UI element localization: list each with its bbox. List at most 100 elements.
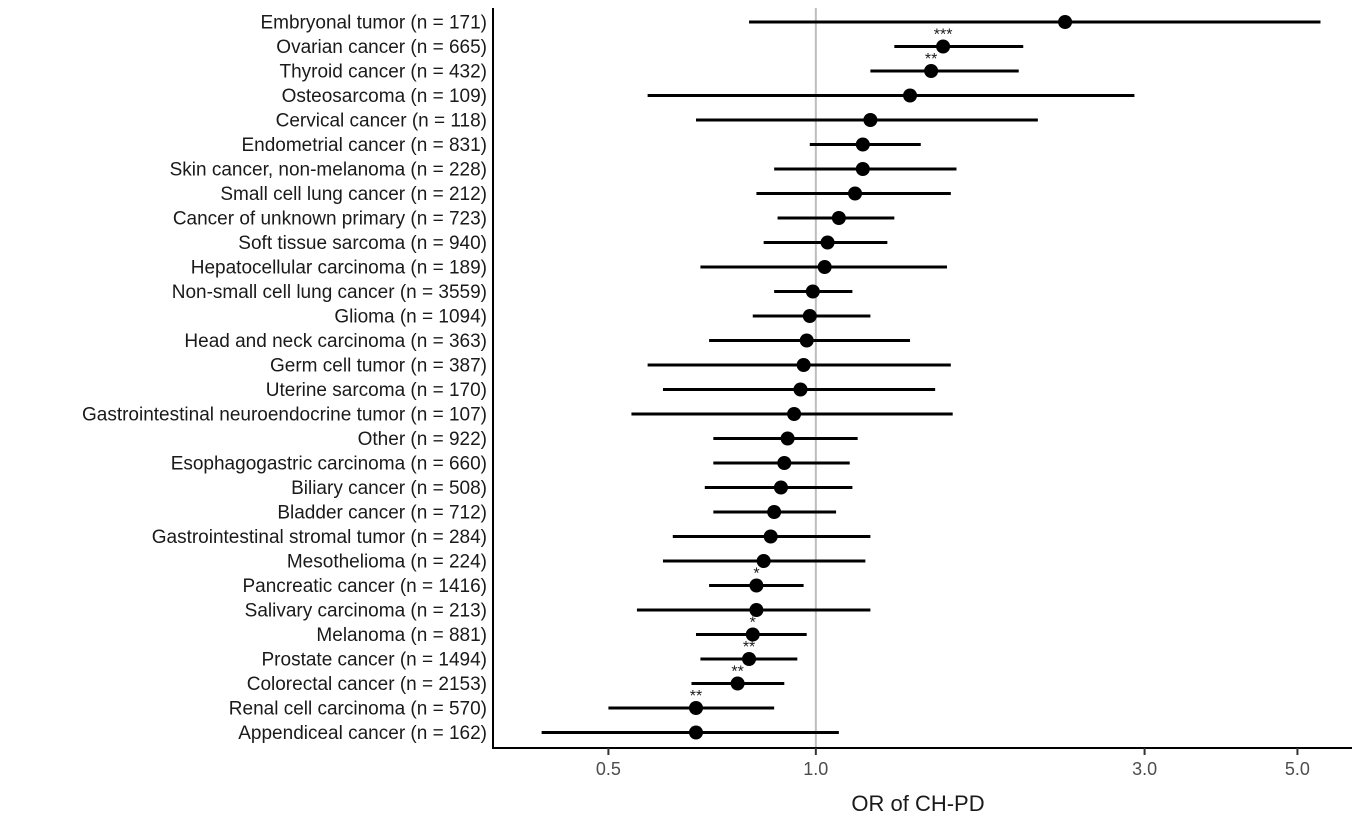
- odds-ratio-point: [817, 260, 832, 274]
- forest-row: Uterine sarcoma (n = 170): [266, 380, 936, 401]
- row-label: Hepatocellular carcinoma (n = 189): [191, 258, 487, 279]
- forest-row: Renal cell carcinoma (n = 570) **: [229, 688, 775, 720]
- odds-ratio-point: [730, 676, 745, 691]
- row-label: Salivary carcinoma (n = 213): [245, 601, 487, 622]
- forest-row: Hepatocellular carcinoma (n = 189): [191, 258, 947, 279]
- odds-ratio-point: [802, 309, 817, 323]
- forest-row: Gastrointestinal neuroendocrine tumor (n…: [82, 405, 953, 426]
- row-label: Renal cell carcinoma (n = 570): [229, 699, 487, 720]
- row-label: Skin cancer, non-melanoma (n = 228): [170, 160, 487, 181]
- odds-ratio-point: [763, 529, 778, 544]
- significance-label: **: [743, 639, 755, 656]
- row-label: Bladder cancer (n = 712): [277, 503, 487, 524]
- forest-row: Gastrointestinal stromal tumor (n = 284): [152, 527, 871, 548]
- odds-ratio-point: [749, 603, 764, 617]
- forest-row: Glioma (n = 1094): [334, 307, 871, 328]
- row-label: Biliary cancer (n = 508): [291, 478, 487, 499]
- row-label: Non-small cell lung cancer (n = 3559): [172, 282, 487, 303]
- significance-label: **: [925, 51, 937, 68]
- x-ticks-layer: 0.5 1.0 3.0 5.0: [596, 748, 1310, 779]
- row-label: Esophagogastric carcinoma (n = 660): [171, 454, 487, 475]
- row-label: Small cell lung cancer (n = 212): [220, 184, 487, 205]
- row-label: Uterine sarcoma (n = 170): [266, 380, 487, 401]
- forest-row: Biliary cancer (n = 508): [291, 478, 853, 499]
- significance-label: ***: [934, 27, 953, 44]
- row-label: Gastrointestinal stromal tumor (n = 284): [152, 527, 487, 548]
- odds-ratio-point: [745, 627, 760, 642]
- odds-ratio-point: [855, 162, 870, 176]
- forest-row: Head and neck carcinoma (n = 363): [184, 331, 911, 352]
- odds-ratio-point: [767, 505, 782, 519]
- row-label: Head and neck carcinoma (n = 363): [184, 331, 487, 352]
- significance-label: **: [690, 688, 702, 705]
- odds-ratio-point: [831, 211, 846, 225]
- rows-layer: Embryonal tumor (n = 171) Ovarian cancer …: [82, 13, 1321, 744]
- odds-ratio-point: [780, 431, 795, 446]
- forest-row: Pancreatic cancer (n = 1416) *: [243, 566, 804, 597]
- row-label: Mesothelioma (n = 224): [287, 552, 487, 573]
- forest-row: Cervical cancer (n = 118): [276, 111, 1038, 132]
- row-label: Colorectal cancer (n = 2153): [247, 674, 487, 695]
- odds-ratio-point: [756, 554, 771, 568]
- row-label: Endometrial cancer (n = 831): [241, 135, 487, 156]
- odds-ratio-point: [749, 578, 764, 593]
- odds-ratio-point: [936, 39, 951, 54]
- forest-row: Mesothelioma (n = 224): [287, 552, 866, 573]
- forest-row: Esophagogastric carcinoma (n = 660): [171, 454, 850, 475]
- forest-row: Melanoma (n = 881) *: [316, 615, 807, 646]
- odds-ratio-point: [820, 235, 835, 250]
- x-tick-label: 5.0: [1285, 759, 1310, 779]
- odds-ratio-point: [863, 113, 878, 127]
- forest-row: Small cell lung cancer (n = 212): [220, 184, 951, 205]
- forest-row: Non-small cell lung cancer (n = 3559): [172, 282, 853, 303]
- row-label: Other (n = 922): [358, 429, 487, 450]
- row-label: Appendiceal cancer (n = 162): [238, 723, 487, 744]
- odds-ratio-point: [787, 407, 802, 421]
- forest-row: Skin cancer, non-melanoma (n = 228): [170, 160, 957, 181]
- odds-ratio-point: [688, 725, 703, 740]
- odds-ratio-point: [799, 333, 814, 348]
- x-tick-label: 1.0: [803, 759, 828, 779]
- row-label: Embryonal tumor (n = 171): [260, 13, 487, 34]
- significance-label: **: [731, 664, 743, 681]
- significance-label: *: [750, 615, 756, 632]
- row-label: Osteosarcoma (n = 109): [282, 86, 487, 107]
- odds-ratio-point: [805, 284, 820, 299]
- forest-row: Embryonal tumor (n = 171): [260, 13, 1321, 34]
- odds-ratio-point: [773, 480, 788, 495]
- forest-row: Soft tissue sarcoma (n = 940): [238, 233, 888, 254]
- forest-row: Prostate cancer (n = 1494) **: [262, 639, 798, 671]
- odds-ratio-point: [924, 64, 939, 78]
- odds-ratio-point: [848, 186, 863, 201]
- odds-ratio-point: [796, 358, 811, 372]
- x-axis-title: OR of CH-PD: [851, 791, 984, 816]
- forest-row: Endometrial cancer (n = 831): [241, 135, 921, 156]
- odds-ratio-point: [777, 456, 792, 470]
- row-label: Soft tissue sarcoma (n = 940): [238, 233, 487, 254]
- odds-ratio-point: [903, 88, 918, 103]
- row-label: Gastrointestinal neuroendocrine tumor (n…: [82, 405, 487, 426]
- row-label: Pancreatic cancer (n = 1416): [243, 576, 488, 597]
- forest-row: Appendiceal cancer (n = 162): [238, 723, 839, 744]
- odds-ratio-point: [742, 652, 757, 666]
- forest-row: Bladder cancer (n = 712): [277, 503, 837, 524]
- odds-ratio-point: [793, 382, 808, 397]
- forest-row: Osteosarcoma (n = 109): [282, 86, 1135, 107]
- row-label: Prostate cancer (n = 1494): [262, 650, 488, 671]
- forest-row: Other (n = 922): [358, 429, 858, 450]
- row-label: Melanoma (n = 881): [316, 625, 487, 646]
- forest-row: Cancer of unknown primary (n = 723): [173, 209, 895, 230]
- row-label: Cervical cancer (n = 118): [276, 111, 487, 132]
- row-label: Ovarian cancer (n = 665): [276, 37, 487, 58]
- row-label: Thyroid cancer (n = 432): [279, 62, 487, 83]
- forest-row: Salivary carcinoma (n = 213): [245, 601, 871, 622]
- significance-label: *: [753, 566, 759, 583]
- row-label: Germ cell tumor (n = 387): [270, 356, 487, 377]
- row-label: Cancer of unknown primary (n = 723): [173, 209, 487, 230]
- forest-row: Thyroid cancer (n = 432) **: [279, 51, 1019, 83]
- x-tick-label: 0.5: [596, 759, 621, 779]
- forest-row: Germ cell tumor (n = 387): [270, 356, 951, 377]
- x-tick-label: 3.0: [1132, 759, 1157, 779]
- odds-ratio-point: [688, 701, 703, 715]
